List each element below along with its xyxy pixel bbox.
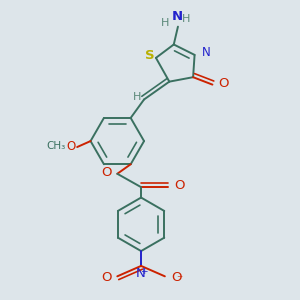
Text: H: H — [133, 92, 142, 101]
Text: O: O — [101, 271, 111, 284]
Text: O: O — [218, 76, 229, 90]
Text: +: + — [140, 267, 148, 276]
Text: H: H — [161, 18, 169, 28]
Text: O: O — [66, 140, 76, 153]
Text: H: H — [182, 14, 191, 24]
Text: N: N — [202, 46, 211, 59]
Text: N: N — [172, 10, 183, 23]
Text: ⁻: ⁻ — [176, 273, 182, 286]
Text: O: O — [174, 179, 184, 192]
Text: O: O — [171, 271, 181, 284]
Text: CH₃: CH₃ — [46, 141, 65, 152]
Text: S: S — [145, 49, 154, 62]
Text: N: N — [136, 267, 146, 280]
Text: O: O — [101, 166, 112, 179]
